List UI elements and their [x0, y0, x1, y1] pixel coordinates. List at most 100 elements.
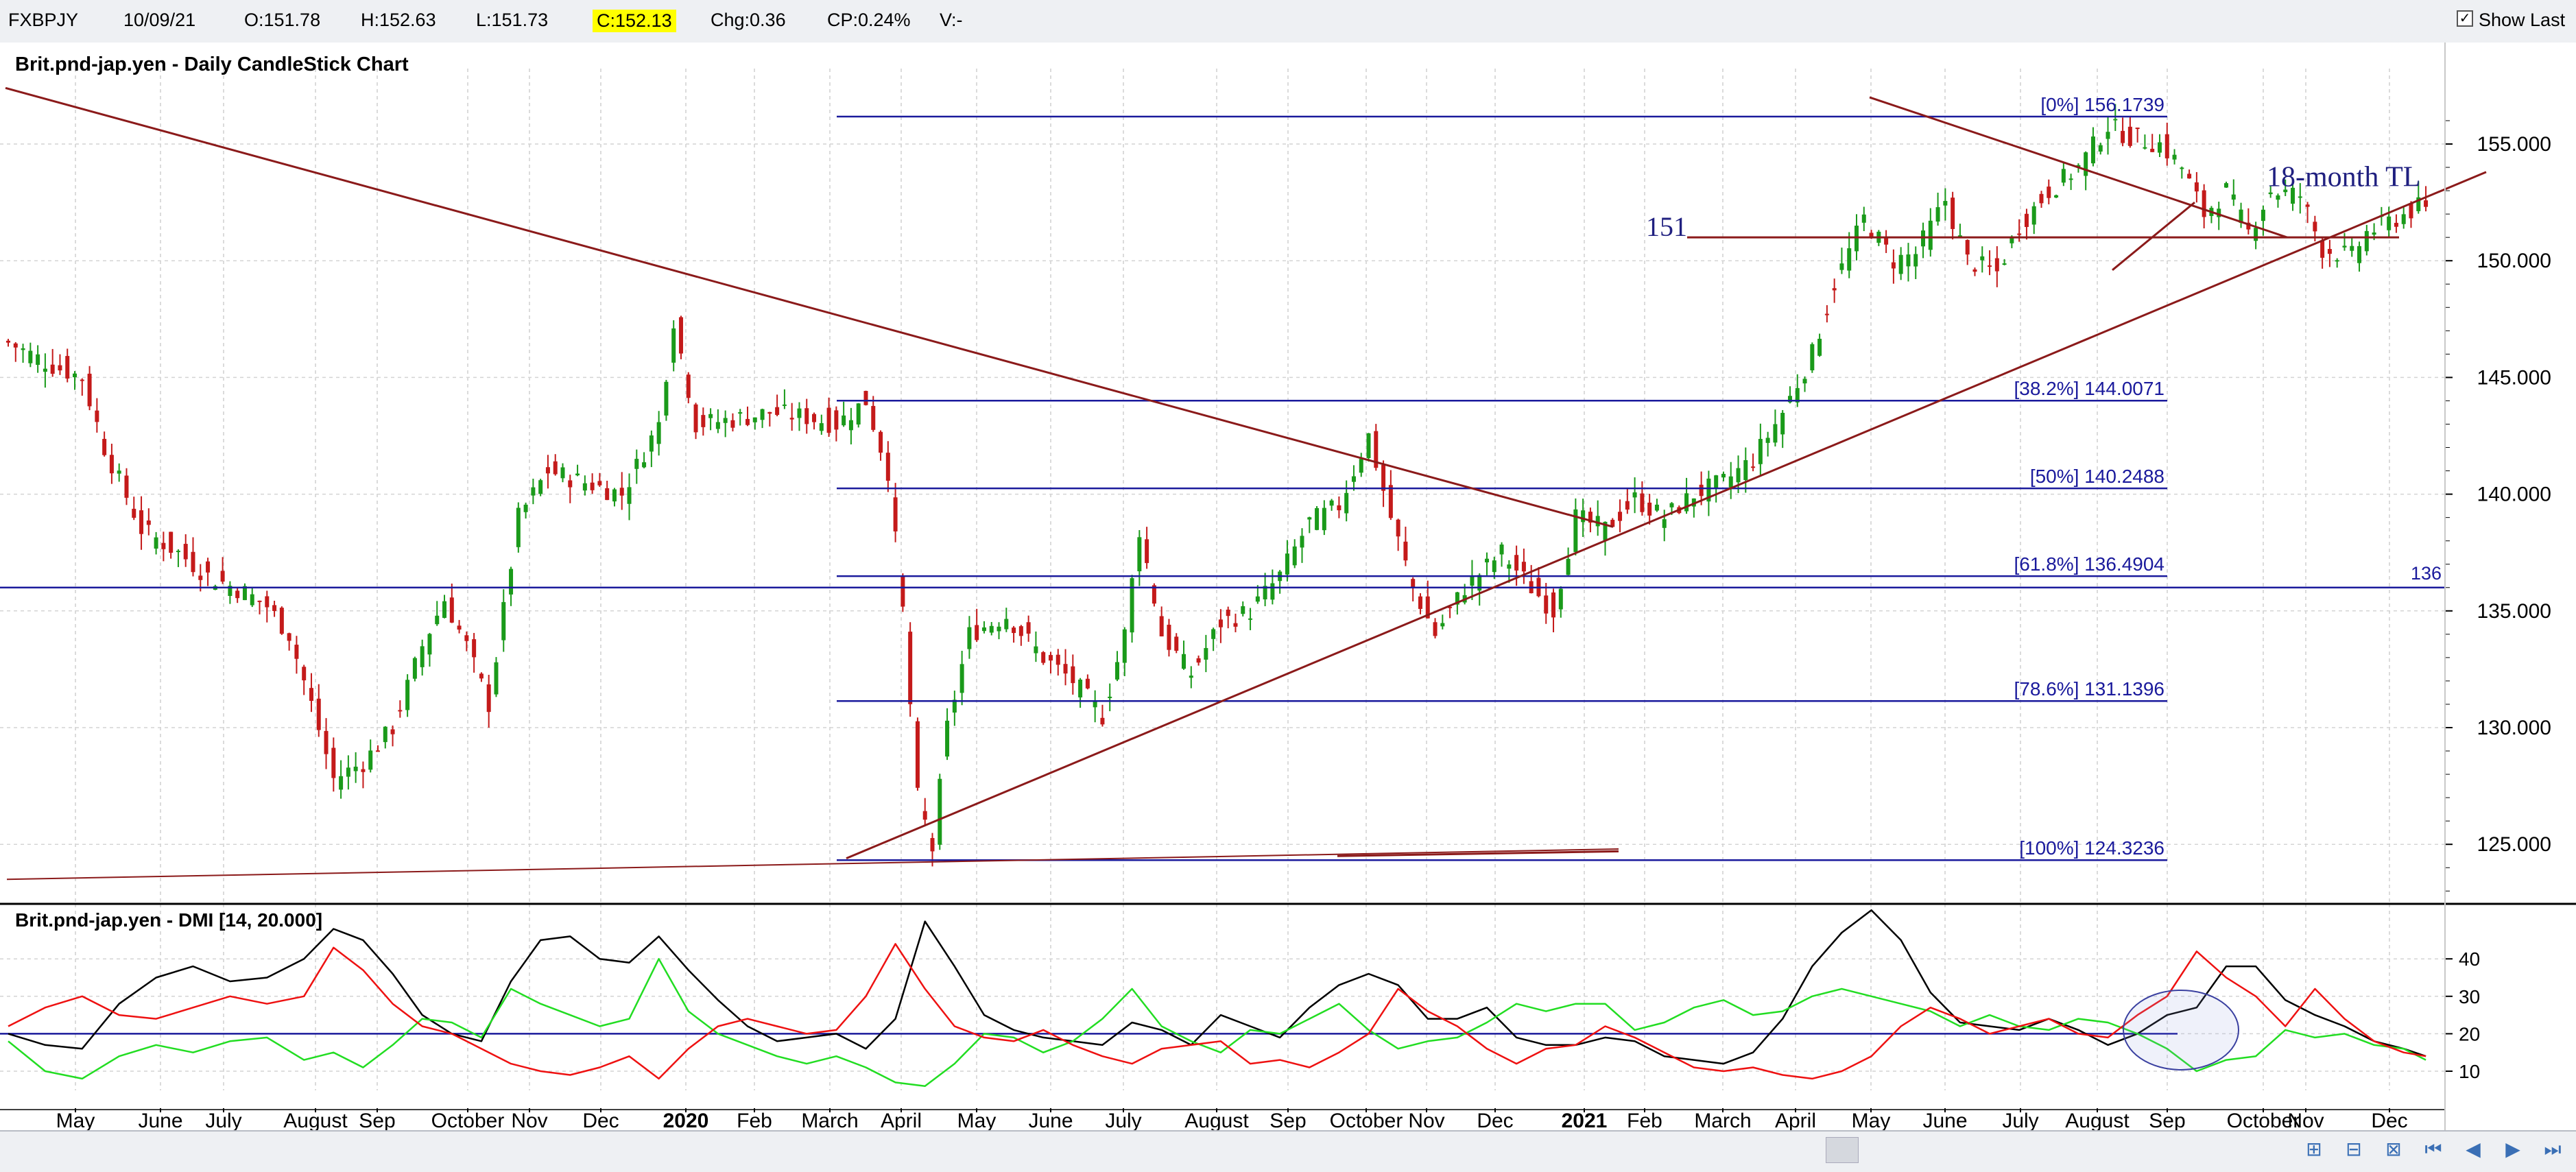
- candle-body: [746, 418, 750, 425]
- candle-body: [634, 459, 639, 469]
- candle-body: [619, 488, 624, 496]
- candle-body: [2150, 148, 2155, 152]
- x-axis-label: May: [56, 1110, 95, 1130]
- candle-body: [1041, 651, 1046, 663]
- candle-body: [1255, 596, 1260, 602]
- zoom-in-icon[interactable]: ⊞: [2306, 1138, 2322, 1160]
- open-value: O:151.78: [244, 10, 321, 30]
- scroll-first-icon[interactable]: ⏮: [2424, 1138, 2442, 1160]
- candle-body: [922, 811, 927, 820]
- candle-body: [479, 673, 484, 679]
- scroll-left-icon[interactable]: ◀: [2466, 1138, 2481, 1160]
- candle-body: [701, 415, 706, 427]
- x-axis-label: August: [1184, 1110, 1249, 1130]
- candle-body: [1943, 201, 1948, 206]
- candle-body: [1551, 592, 1556, 618]
- candle-body: [361, 769, 366, 772]
- candle-body: [1787, 396, 1792, 403]
- candle-body: [1012, 627, 1016, 634]
- candle-body: [102, 438, 107, 455]
- candle-body: [2254, 228, 2258, 241]
- candle-body: [2084, 152, 2088, 176]
- candle-body: [1108, 696, 1112, 698]
- candle-body: [2424, 200, 2429, 207]
- candle-body: [686, 374, 691, 398]
- chart-scrollbar[interactable]: ⊞ ⊟ ⊠ ⏮ ◀ ▶ ⏭: [0, 1130, 2576, 1172]
- candle-body: [879, 431, 883, 453]
- candle-body: [294, 645, 299, 659]
- candle-body: [198, 575, 203, 580]
- candle-body: [176, 551, 180, 553]
- candle-body: [1891, 262, 1896, 269]
- scroll-thumb[interactable]: [1826, 1137, 1859, 1163]
- candle-body: [1071, 666, 1075, 684]
- candle-body: [1558, 588, 1563, 610]
- candle-body: [516, 507, 521, 547]
- candle-body: [1381, 464, 1386, 491]
- candle-body: [2031, 206, 2036, 225]
- candle-body: [812, 414, 817, 422]
- zoom-out-icon[interactable]: ⊟: [2346, 1138, 2362, 1160]
- candle-body: [242, 586, 247, 601]
- candle-body: [1026, 622, 1031, 634]
- candle-body: [28, 350, 33, 363]
- candle-body: [2313, 222, 2317, 232]
- candle-body: [597, 481, 602, 486]
- candle-body: [457, 625, 462, 630]
- candle-body: [1018, 626, 1023, 636]
- candle-body: [2283, 189, 2288, 193]
- candle-body: [2121, 130, 2125, 143]
- candle-body: [228, 586, 232, 596]
- candle-body: [2106, 132, 2110, 139]
- candle-body: [775, 407, 780, 416]
- candle-body: [1329, 500, 1334, 506]
- x-axis-label: Feb: [737, 1110, 772, 1130]
- main-chart-title: Brit.pnd-jap.yen - Daily CandleStick Cha…: [15, 53, 409, 75]
- candle-body: [132, 508, 136, 518]
- candle-body: [1603, 521, 1608, 540]
- candle-body: [1839, 263, 1844, 270]
- candle-body: [449, 597, 454, 623]
- candle-body: [58, 365, 62, 371]
- symbol: FXBPJY: [8, 10, 79, 30]
- candle-body: [1448, 606, 1453, 608]
- annotation-151: 151: [1646, 211, 1687, 242]
- candle-body: [1743, 459, 1748, 480]
- candle-body: [486, 684, 491, 713]
- scroll-right-icon[interactable]: ▶: [2505, 1138, 2520, 1160]
- dmi-panel: [0, 909, 2426, 1088]
- candle-body: [73, 373, 77, 378]
- show-last-checkbox[interactable]: ✓: [2457, 10, 2473, 27]
- x-axis-label: March: [801, 1110, 858, 1130]
- candle-body: [568, 480, 573, 488]
- candle-body: [1935, 207, 1940, 222]
- candle-body: [494, 662, 499, 695]
- candle-body: [1300, 536, 1304, 548]
- chart-area[interactable]: May June July August Sep October Nov Dec 2020 Feb…: [0, 43, 2576, 1130]
- candle-body: [863, 391, 868, 405]
- candle-body: [412, 658, 417, 679]
- y-axis-label: 125.000: [2477, 833, 2551, 856]
- candle-body: [1270, 583, 1275, 600]
- high-value: H:152.63: [361, 10, 436, 30]
- candle-body: [1884, 238, 1889, 245]
- candle-body: [464, 635, 469, 641]
- candle-body: [2342, 246, 2347, 248]
- candle-body: [1514, 555, 1519, 571]
- candle-body: [1292, 546, 1297, 566]
- x-axis-label: July: [1105, 1110, 1141, 1130]
- candle-body: [1618, 512, 1623, 521]
- candle-body: [1137, 537, 1142, 572]
- candle-body: [6, 340, 10, 343]
- scroll-last-icon[interactable]: ⏭: [2544, 1138, 2562, 1160]
- bottom-trend-line: [6, 848, 1619, 881]
- uptrend-line-18-month: [846, 171, 2487, 860]
- show-last-label[interactable]: Show Last: [2479, 10, 2566, 30]
- fit-icon[interactable]: ⊠: [2385, 1138, 2402, 1160]
- candle-body: [324, 730, 329, 754]
- x-axis-label: Feb: [1627, 1110, 1662, 1130]
- x-axis-label: Nov: [1408, 1110, 1444, 1130]
- candle-body: [1802, 379, 1807, 384]
- candle-body: [1189, 675, 1193, 678]
- candle-body: [1285, 553, 1289, 575]
